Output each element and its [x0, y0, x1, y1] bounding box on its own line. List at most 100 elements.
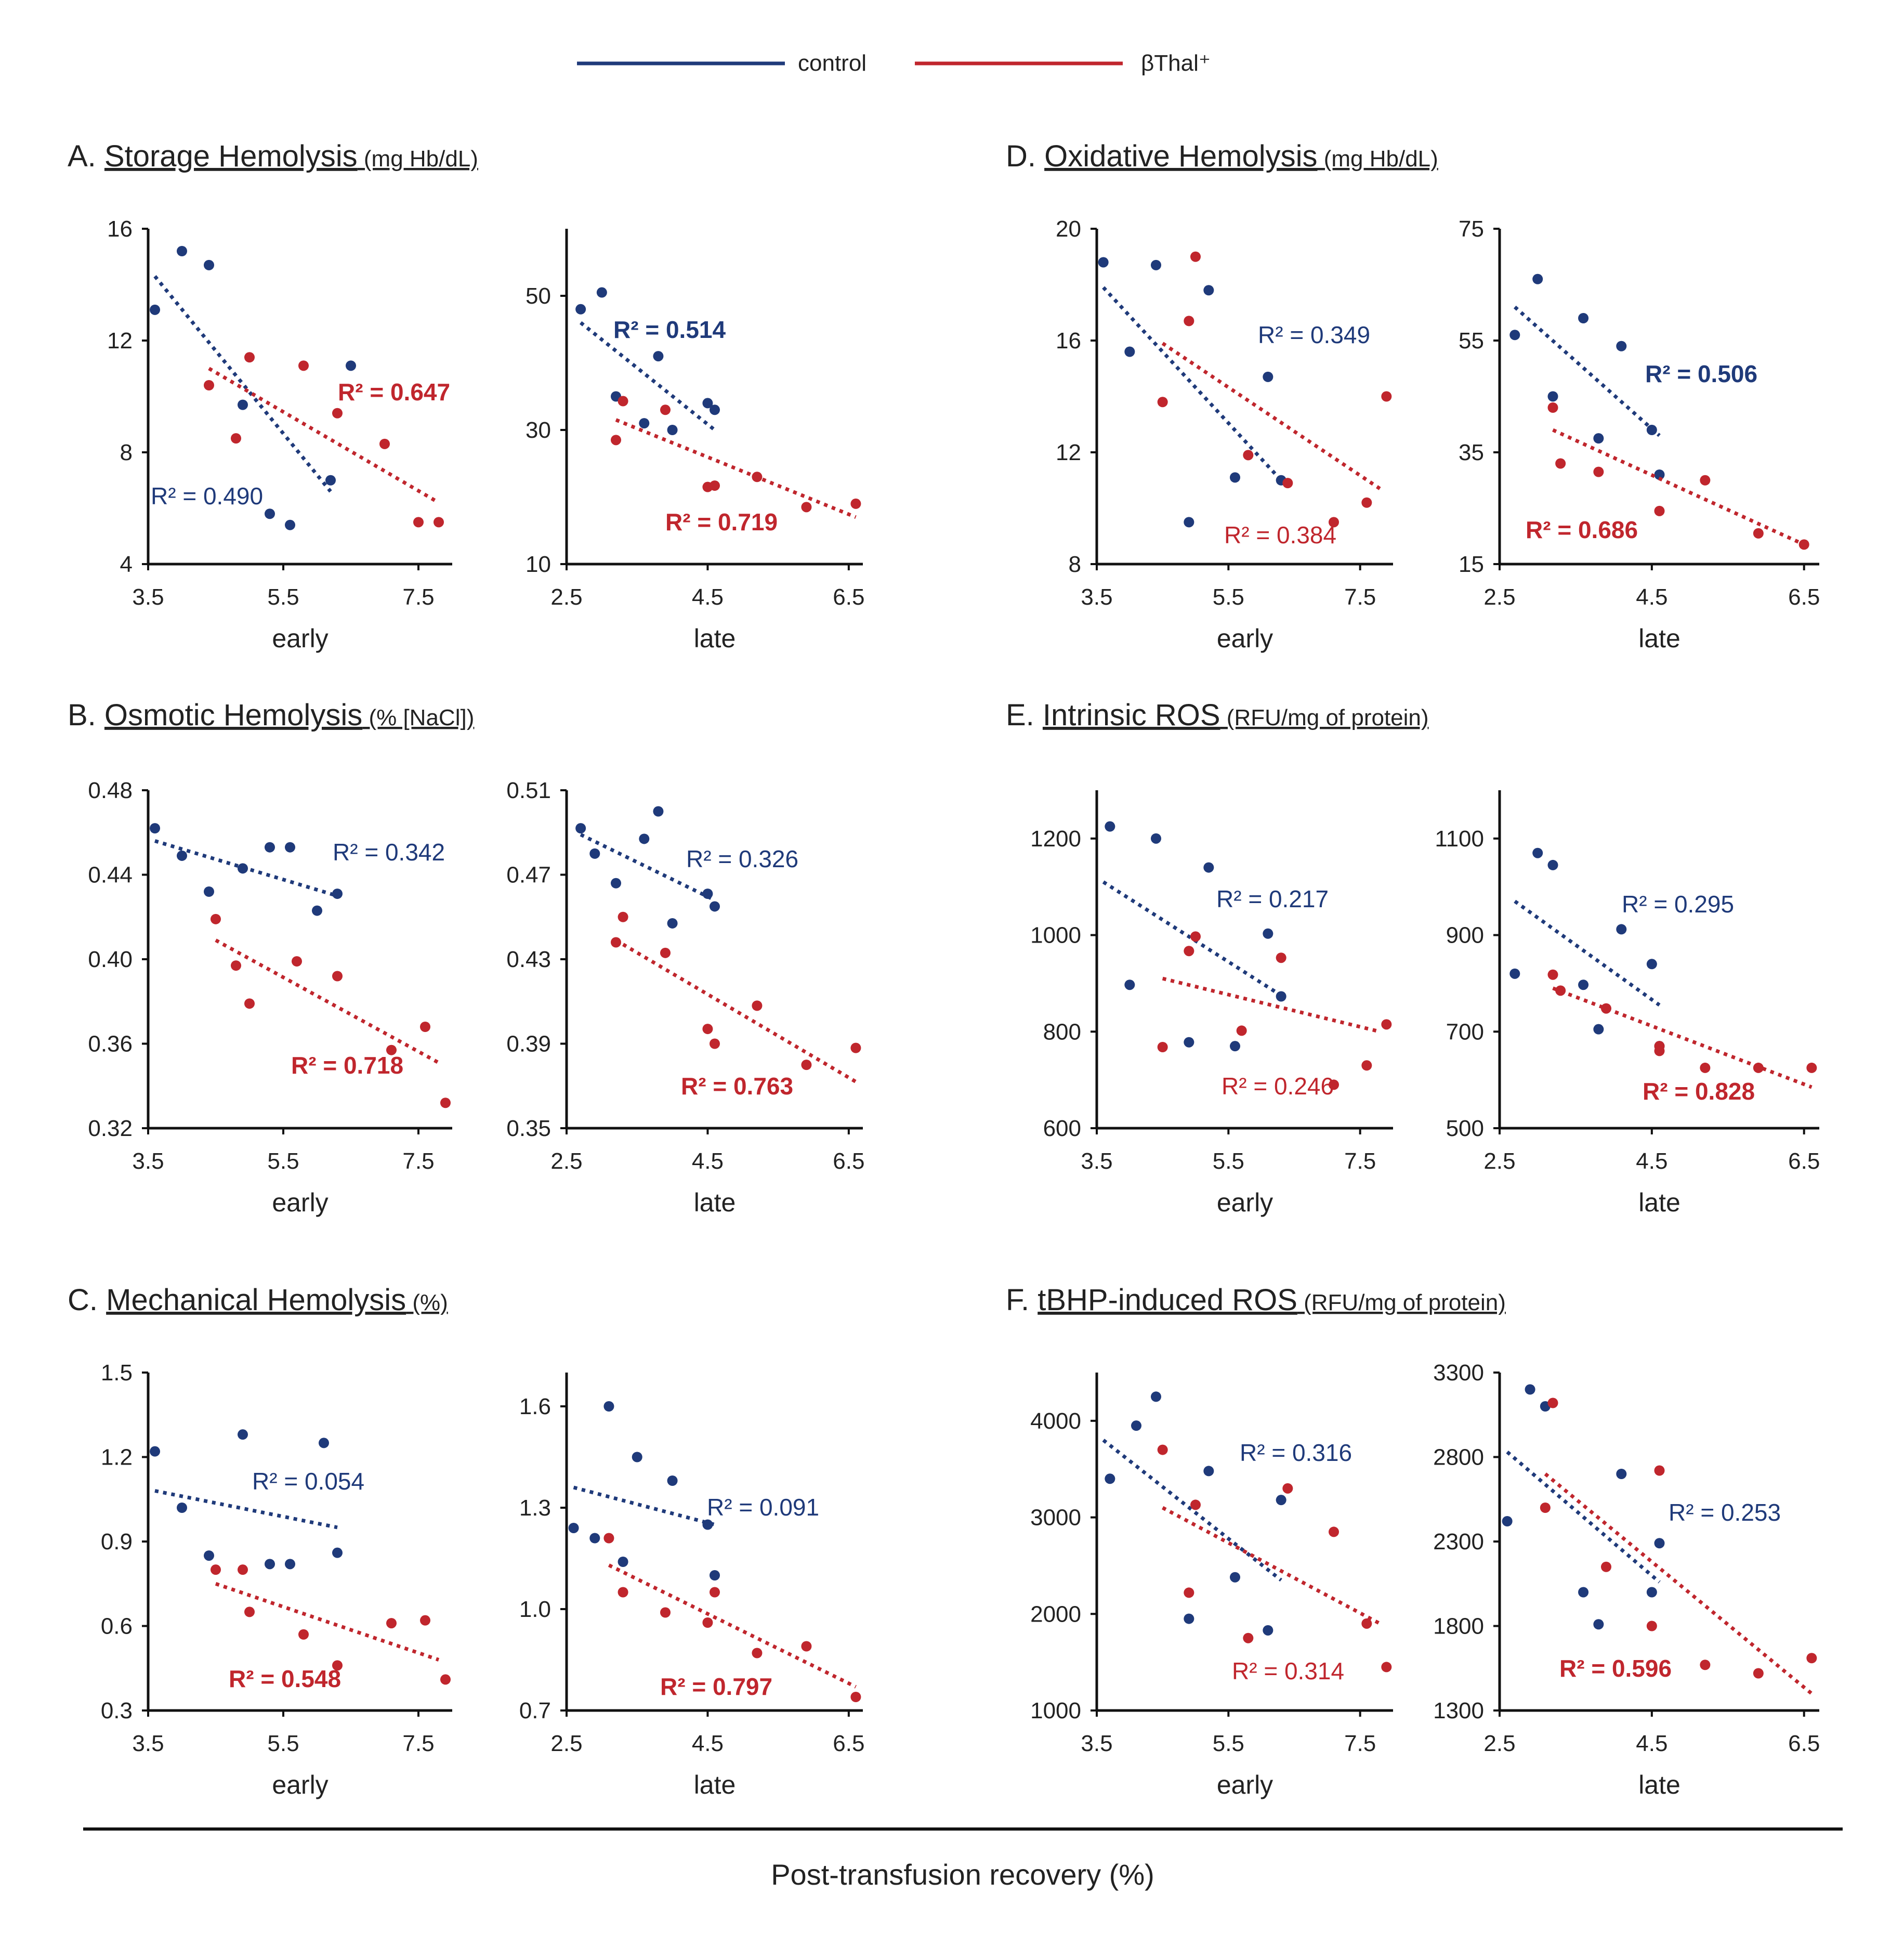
y-tick-label: 12 — [107, 328, 133, 354]
thal-r2-label: R² = 0.246 — [1222, 1073, 1334, 1100]
thal-point — [710, 480, 720, 491]
control-point — [238, 863, 248, 874]
thal-trendline — [1161, 342, 1381, 490]
thal-r2-label: R² = 0.384 — [1224, 521, 1336, 548]
thal-point — [1190, 251, 1201, 262]
x-tick-label: 3.5 — [132, 1731, 164, 1756]
control-point — [204, 1550, 214, 1561]
thal-point — [1243, 450, 1254, 461]
control-point — [1230, 1041, 1240, 1052]
thal-point — [801, 502, 812, 513]
x-tick-label: 5.5 — [1213, 1148, 1244, 1174]
x-tick-label: 2.5 — [1483, 1731, 1515, 1756]
control-point — [312, 905, 322, 916]
control-point — [150, 1446, 160, 1457]
x-tick-label: 6.5 — [1788, 1731, 1820, 1756]
control-point — [1509, 330, 1520, 341]
legend: control βThal⁺ — [577, 50, 1211, 76]
x-axis-label: late — [1638, 1188, 1680, 1217]
thal-point — [386, 1044, 397, 1055]
x-tick-label: 4.5 — [1636, 1731, 1667, 1756]
thal-point — [1157, 1444, 1168, 1455]
thal-point — [702, 1024, 713, 1035]
control-point — [639, 418, 650, 429]
thal-point — [1361, 1060, 1372, 1071]
thal-point — [1236, 1025, 1247, 1036]
control-r2-label: R² = 0.342 — [333, 839, 445, 866]
control-point — [1593, 1024, 1604, 1035]
y-tick-label: 0.36 — [88, 1031, 133, 1057]
panel-tbhp-induced-ros: F. tBHP-induced ROS (RFU/mg of protein) 1… — [1006, 1283, 1820, 1799]
control-point — [204, 886, 214, 897]
control-trendline — [153, 275, 332, 493]
control-point — [265, 508, 275, 519]
x-tick-label: 6.5 — [833, 584, 864, 610]
control-point — [1230, 472, 1240, 483]
thal-point — [440, 1098, 451, 1108]
thal-point — [1184, 1587, 1194, 1598]
x-tick-label: 2.5 — [1483, 1148, 1515, 1174]
panel-unit: (RFU/mg of protein) — [1297, 1290, 1506, 1315]
x-axis-label: early — [272, 624, 328, 653]
thal-point — [332, 971, 343, 982]
y-tick-label: 2300 — [1433, 1529, 1484, 1555]
y-tick-label: 1300 — [1433, 1698, 1484, 1723]
y-tick-label: 1.2 — [101, 1445, 133, 1470]
control-point — [1184, 1037, 1194, 1048]
y-tick-label: 0.51 — [506, 778, 551, 803]
control-point — [1593, 1619, 1604, 1630]
control-point — [1263, 928, 1273, 939]
y-tick-label: 0.40 — [88, 947, 133, 972]
y-tick-label: 35 — [1459, 440, 1484, 465]
control-point — [596, 287, 607, 298]
thal-point — [1184, 946, 1194, 957]
thal-point — [1190, 931, 1201, 942]
x-tick-label: 7.5 — [1344, 584, 1376, 610]
y-tick-label: 1.0 — [519, 1597, 551, 1622]
y-tick-label: 2000 — [1030, 1601, 1081, 1627]
thal-point — [1555, 458, 1566, 469]
y-tick-label: 1000 — [1030, 1698, 1081, 1723]
y-tick-label: 75 — [1459, 216, 1484, 242]
thal-trendline — [208, 367, 440, 504]
thal-r2-label: R² = 0.828 — [1643, 1078, 1755, 1105]
control-point — [1616, 341, 1627, 351]
thal-point — [1361, 497, 1372, 508]
control-point — [1547, 859, 1558, 870]
control-point — [177, 850, 187, 861]
y-tick-label: 600 — [1043, 1116, 1081, 1141]
x-axis-label: late — [694, 1188, 736, 1217]
control-point — [1124, 979, 1135, 990]
thal-point — [850, 1042, 861, 1053]
y-tick-label: 8 — [1069, 552, 1081, 577]
y-tick-label: 16 — [107, 216, 133, 242]
y-tick-label: 0.48 — [88, 778, 133, 803]
x-tick-label: 2.5 — [550, 1731, 582, 1756]
control-point — [575, 823, 586, 834]
thal-point — [752, 1648, 763, 1658]
subplot-late: 0.7 1.0 1.3 1.6 2.5 4.5 6.5 late R² = 0.091 R² = … — [519, 1373, 864, 1799]
panel-title-text: Intrinsic ROS — [1043, 698, 1220, 732]
y-tick-label: 3000 — [1030, 1505, 1081, 1531]
control-point — [177, 246, 187, 256]
y-tick-label: 500 — [1446, 1116, 1484, 1141]
thal-point — [238, 1564, 248, 1575]
thal-point — [660, 947, 671, 958]
control-point — [589, 1533, 600, 1544]
x-axis-label: early — [272, 1188, 328, 1217]
control-point — [150, 304, 160, 315]
y-tick-label: 0.7 — [519, 1698, 551, 1723]
thal-point — [801, 1641, 812, 1652]
control-point — [1646, 959, 1657, 970]
subplot-early: 600 800 1000 1200 3.5 5.5 7.5 early R² = 0.217 R²… — [1030, 790, 1393, 1217]
thal-point — [710, 1038, 720, 1049]
thal-point — [1753, 1668, 1764, 1679]
y-tick-label: 1100 — [1435, 826, 1484, 852]
thal-point — [850, 1692, 861, 1702]
x-axis-label: late — [1638, 624, 1680, 653]
x-tick-label: 4.5 — [692, 1148, 724, 1174]
thal-point — [292, 956, 302, 967]
subplot-early: 8 12 16 20 3.5 5.5 7.5 early R² = 0.349 R² = 0.38… — [1056, 216, 1393, 653]
control-point — [265, 1559, 275, 1570]
